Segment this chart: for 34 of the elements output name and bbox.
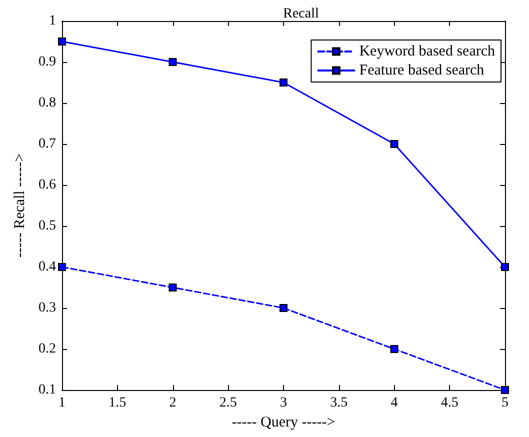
x-tick-label: 4 bbox=[390, 396, 398, 410]
point bbox=[280, 78, 288, 86]
x-tick-label: 2.5 bbox=[219, 396, 237, 410]
x-axis-title: ----- Query -----> bbox=[232, 414, 336, 430]
y-tick-label: 0.2 bbox=[38, 342, 56, 356]
x-tick-label: 1 bbox=[58, 396, 66, 410]
point bbox=[501, 386, 509, 394]
y-tick-label: 0.9 bbox=[38, 54, 56, 70]
point bbox=[280, 304, 288, 312]
point bbox=[168, 284, 177, 292]
x-tick-label: 5 bbox=[502, 396, 508, 410]
y-tick-label: 0.1 bbox=[38, 382, 56, 398]
y-tick-label: 0.4 bbox=[38, 260, 56, 274]
point bbox=[390, 345, 398, 353]
legend-label: Feature based search bbox=[359, 62, 485, 78]
point bbox=[58, 38, 66, 46]
y-tick-label: 1 bbox=[49, 14, 56, 28]
x-tick-label: 4.5 bbox=[440, 396, 458, 410]
x-tick-label: 1.5 bbox=[108, 396, 126, 410]
legend-label: Keyword based search bbox=[359, 44, 496, 60]
x-tick-label: 3 bbox=[280, 396, 287, 410]
x-tick-label: 2 bbox=[169, 396, 176, 410]
y-tick-label: 0.3 bbox=[38, 300, 56, 316]
y-tick-label: 0.7 bbox=[38, 136, 56, 152]
x-tick-label: 3.5 bbox=[330, 396, 348, 410]
point bbox=[390, 140, 398, 148]
y-tick-label: 0.6 bbox=[38, 178, 56, 192]
y-tick-label: 0.5 bbox=[38, 218, 56, 234]
point bbox=[58, 263, 66, 271]
point bbox=[168, 58, 177, 66]
point bbox=[501, 263, 509, 271]
chart-title: Recall bbox=[283, 6, 319, 22]
y-tick-label: 0.8 bbox=[38, 96, 56, 110]
y-axis-title: ----- Recall -----> bbox=[12, 153, 28, 258]
